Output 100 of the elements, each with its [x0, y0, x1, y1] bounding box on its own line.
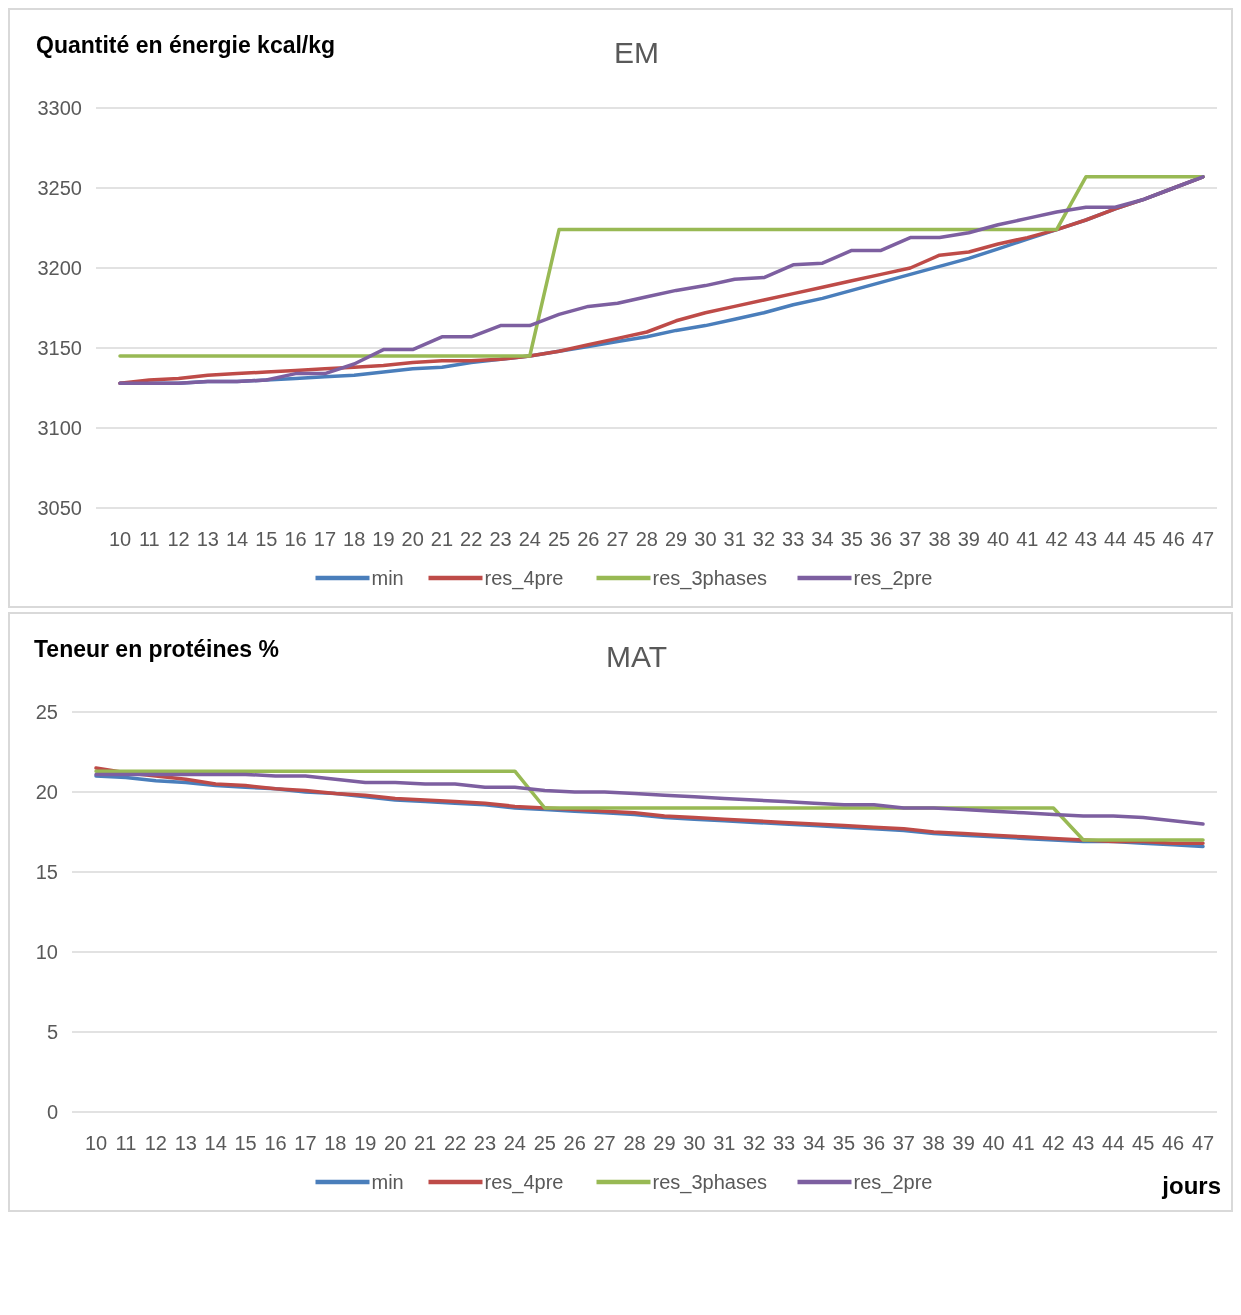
legend-label: res_4pre: [484, 567, 564, 590]
x-tick-label: 31: [723, 528, 746, 550]
x-tick-label: 29: [665, 528, 688, 550]
x-tick-label: 36: [869, 528, 893, 550]
x-tick-label: 46: [1162, 528, 1185, 550]
x-tick-label: 10: [108, 528, 132, 550]
y-tick-label: 15: [35, 861, 58, 883]
legend-label: res_2pre: [853, 567, 933, 590]
chart-title: MAT: [605, 640, 668, 673]
x-tick-label: 32: [743, 1132, 766, 1154]
x-tick-label: 13: [174, 1132, 197, 1154]
y-tick-label: 3300: [37, 97, 82, 119]
x-tick-label: 41: [1012, 1132, 1035, 1154]
x-tick-label: 11: [115, 1132, 137, 1154]
x-tick-label: 15: [255, 528, 278, 550]
x-tick-label: 27: [593, 1132, 616, 1154]
x-tick-label: 20: [384, 1132, 407, 1154]
line-series: [94, 772, 1205, 826]
x-tick-label: 24: [518, 528, 541, 550]
x-tick-label: 47: [1191, 528, 1215, 550]
x-tick-label: 11: [138, 528, 160, 550]
x-tick-label: 14: [225, 528, 249, 550]
y-tick-label: 20: [35, 781, 58, 803]
x-tick-label: 30: [683, 1132, 706, 1154]
x-tick-label: 35: [840, 528, 863, 550]
y-tick-label: 3100: [37, 417, 82, 439]
x-tick-label: 24: [503, 1132, 526, 1154]
x-tick-label: 15: [234, 1132, 257, 1154]
x-tick-label: 45: [1132, 1132, 1155, 1154]
y-tick-label: 25: [35, 701, 58, 723]
x-tick-label: 37: [899, 528, 922, 550]
legend-label: res_3phases: [652, 1171, 768, 1194]
x-tick-label: 27: [606, 528, 629, 550]
x-tick-label: 34: [811, 528, 834, 550]
legend-label: res_3phases: [652, 567, 768, 590]
x-tick-label: 13: [196, 528, 219, 550]
x-tick-label: 26: [577, 528, 600, 550]
legend-label: res_2pre: [853, 1171, 933, 1194]
x-tick-label: 34: [802, 1132, 826, 1154]
x-tick-label: 10: [84, 1132, 108, 1154]
x-tick-label: 42: [1042, 1132, 1065, 1154]
legend-label: min: [371, 567, 404, 589]
x-tick-label: 12: [144, 1132, 167, 1154]
x-axis-title: jours: [1161, 1172, 1221, 1199]
x-tick-label: 42: [1045, 528, 1068, 550]
y-tick-label: 0: [46, 1101, 58, 1123]
x-tick-label: 31: [713, 1132, 736, 1154]
legend-label: min: [371, 1171, 404, 1193]
x-tick-label: 18: [324, 1132, 347, 1154]
chart-title: EM: [614, 36, 659, 69]
x-tick-label: 35: [832, 1132, 856, 1154]
y-axis-title: Quantité en énergie kcal/kg: [36, 32, 336, 58]
y-tick-label: 3200: [37, 257, 82, 279]
y-tick-label: 3150: [37, 337, 82, 359]
x-tick-label: 23: [489, 528, 512, 550]
x-tick-label: 33: [773, 1132, 796, 1154]
x-tick-label: 44: [1102, 1132, 1125, 1154]
x-tick-label: 30: [694, 528, 717, 550]
y-axis-title: Teneur en protéines %: [34, 636, 279, 662]
x-tick-label: 26: [563, 1132, 586, 1154]
x-tick-label: 38: [922, 1132, 945, 1154]
x-tick-label: 40: [982, 1132, 1005, 1154]
x-tick-label: 39: [957, 528, 980, 550]
x-tick-label: 38: [928, 528, 951, 550]
x-tick-label: 44: [1104, 528, 1127, 550]
x-tick-label: 43: [1074, 528, 1098, 550]
x-tick-label: 33: [782, 528, 805, 550]
x-tick-label: 25: [547, 528, 571, 550]
x-tick-label: 21: [430, 528, 454, 550]
x-tick-label: 16: [264, 1132, 287, 1154]
x-tick-label: 39: [952, 1132, 975, 1154]
legend-label: res_4pre: [484, 1171, 564, 1194]
x-tick-label: 29: [653, 1132, 676, 1154]
x-tick-label: 21: [413, 1132, 437, 1154]
x-tick-label: 41: [1016, 528, 1039, 550]
x-tick-label: 32: [752, 528, 776, 550]
x-tick-label: 17: [313, 528, 337, 550]
x-tick-label: 22: [443, 1132, 467, 1154]
x-tick-label: 25: [533, 1132, 556, 1154]
y-tick-label: 5: [46, 1021, 58, 1043]
y-tick-label: 3250: [37, 177, 82, 199]
x-tick-label: 14: [204, 1132, 227, 1154]
x-tick-label: 17: [294, 1132, 317, 1154]
x-tick-label: 36: [862, 1132, 886, 1154]
x-tick-label: 46: [1161, 1132, 1185, 1154]
x-tick-label: 19: [354, 1132, 377, 1154]
x-tick-label: 20: [401, 528, 424, 550]
y-tick-label: 10: [35, 941, 58, 963]
x-tick-label: 40: [986, 528, 1010, 550]
x-tick-label: 37: [892, 1132, 915, 1154]
x-tick-label: 47: [1191, 1132, 1215, 1154]
x-tick-label: 22: [460, 528, 483, 550]
x-tick-label: 16: [284, 528, 307, 550]
y-tick-label: 3050: [37, 497, 82, 519]
x-tick-label: 28: [623, 1132, 646, 1154]
x-tick-label: 12: [167, 528, 190, 550]
x-tick-label: 19: [372, 528, 395, 550]
x-tick-label: 28: [635, 528, 658, 550]
x-tick-label: 18: [343, 528, 366, 550]
x-tick-label: 45: [1133, 528, 1156, 550]
